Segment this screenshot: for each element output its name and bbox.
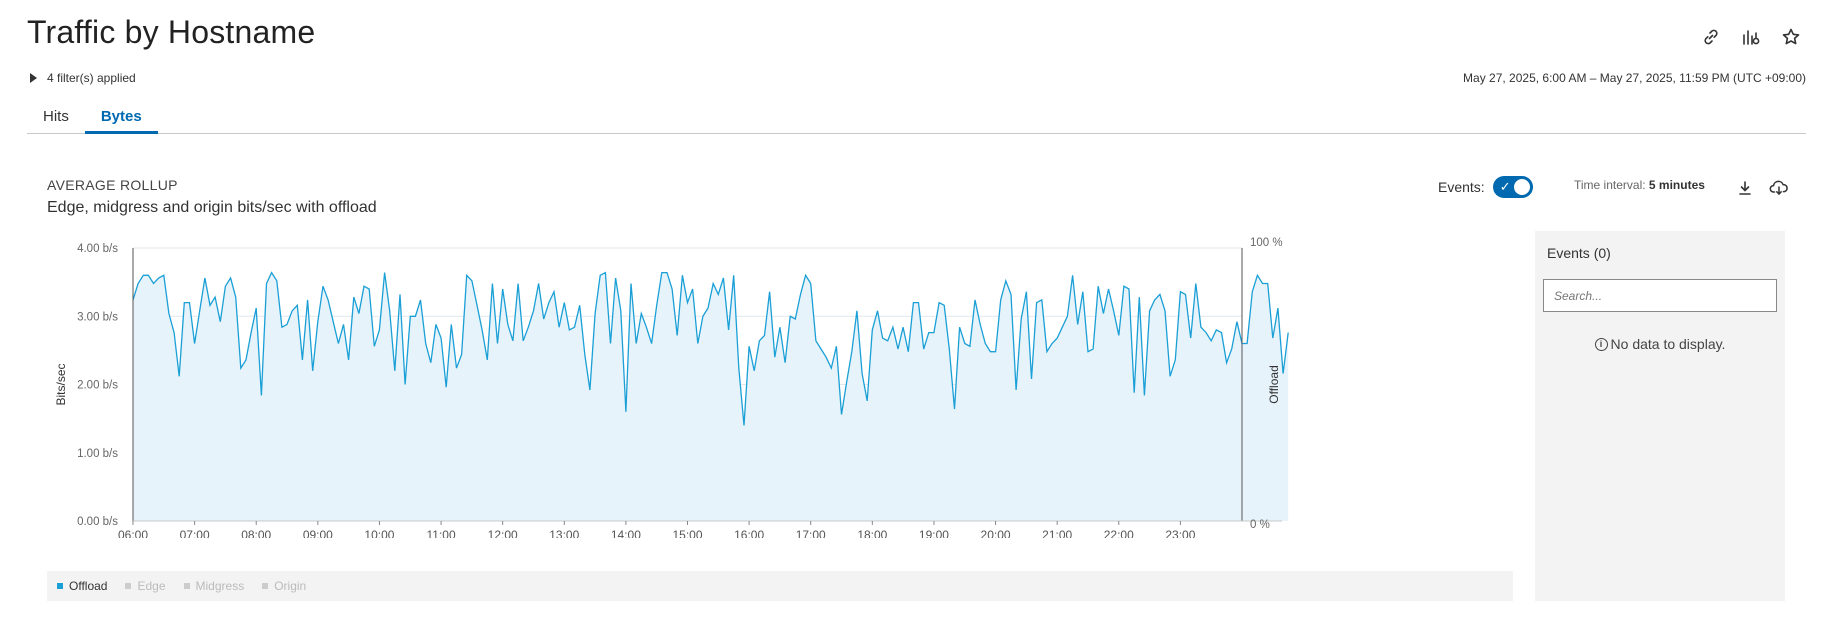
- check-icon: ✓: [1499, 179, 1511, 194]
- x-tick-label: 09:00: [303, 528, 333, 538]
- chart: 0.00 b/s 1.00 b/s 2.00 b/s 3.00 b/s 4.00 b/s…: [40, 228, 1500, 538]
- x-tick-label: 15:00: [672, 528, 702, 538]
- offload-line: [132, 271, 1289, 426]
- y-right-axis-title: Offload: [1267, 365, 1281, 403]
- legend-label: Edge: [137, 579, 166, 593]
- y-tick-label: 0.00 b/s: [77, 516, 118, 528]
- time-interval-label: Time interval:: [1574, 178, 1646, 192]
- legend-swatch: [262, 583, 269, 589]
- page-title: Traffic by Hostname: [27, 14, 316, 50]
- toggle-knob: [1513, 179, 1530, 195]
- time-interval-value: 5 minutes: [1648, 178, 1705, 192]
- events-panel-title: Events (0): [1547, 245, 1611, 261]
- legend-item-midgress[interactable]: Midgress: [183, 579, 245, 593]
- empty-state-text: No data to display.: [1610, 336, 1726, 352]
- x-tick-label: 18:00: [857, 528, 887, 538]
- header-actions: [1700, 26, 1802, 48]
- x-tick-label: 21:00: [1042, 528, 1072, 538]
- y-tick-label: 1.00 b/s: [77, 448, 118, 460]
- y-tick-label: 2.00 b/s: [77, 380, 118, 392]
- y-right-tick-label: 0 %: [1250, 519, 1270, 531]
- x-tick-label: 17:00: [796, 528, 826, 538]
- star-icon[interactable]: [1780, 26, 1802, 48]
- x-tick-label: 20:00: [981, 528, 1011, 538]
- x-tick-label: 19:00: [919, 528, 949, 538]
- legend-label: Offload: [69, 579, 108, 593]
- chart-tools: [1734, 177, 1790, 199]
- filters-toggle[interactable]: 4 filter(s) applied: [30, 71, 136, 85]
- caret-right-icon: [30, 73, 37, 83]
- events-toggle-group: Events: ✓: [1438, 176, 1533, 198]
- legend-swatch: [125, 583, 132, 589]
- y-right-tick-label: 100 %: [1250, 237, 1283, 249]
- tab-bar: Hits Bytes: [27, 106, 1806, 134]
- x-tick-label: 12:00: [488, 528, 518, 538]
- legend-item-origin[interactable]: Origin: [262, 579, 306, 593]
- link-icon[interactable]: [1700, 26, 1722, 48]
- download-icon[interactable]: [1734, 177, 1756, 199]
- x-tick-label: 22:00: [1104, 528, 1134, 538]
- y-axis-title: Bits/sec: [54, 363, 68, 405]
- tab-bytes[interactable]: Bytes: [84, 106, 158, 134]
- cloud-download-icon[interactable]: [1768, 177, 1790, 199]
- x-tick-label: 16:00: [734, 528, 764, 538]
- chart-subtitle: Edge, midgress and origin bits/sec with …: [47, 199, 377, 216]
- events-toggle-label: Events:: [1438, 179, 1485, 195]
- x-tick-label: 10:00: [364, 528, 394, 538]
- offload-area: [133, 272, 1289, 521]
- legend-label: Midgress: [195, 579, 245, 593]
- chart-svg: 0.00 b/s 1.00 b/s 2.00 b/s 3.00 b/s 4.00 b/s…: [54, 237, 1289, 538]
- legend-item-offload[interactable]: Offload: [57, 579, 107, 593]
- chart-settings-icon[interactable]: [1740, 26, 1762, 48]
- tab-hits[interactable]: Hits: [43, 108, 69, 125]
- events-panel: Events (0) i No data to display.: [1535, 231, 1785, 601]
- chart-legend: Offload Edge Midgress Origin: [47, 571, 1513, 601]
- rollup-label: AVERAGE ROLLUP: [47, 177, 178, 193]
- x-tick-label: 08:00: [241, 528, 271, 538]
- x-tick-label: 07:00: [180, 528, 210, 538]
- x-tick-label: 14:00: [611, 528, 641, 538]
- x-tick-label: 13:00: [549, 528, 579, 538]
- date-range: May 27, 2025, 6:00 AM – May 27, 2025, 11…: [1463, 71, 1806, 85]
- events-toggle-switch[interactable]: ✓: [1492, 176, 1533, 198]
- x-tick-label: 23:00: [1165, 528, 1195, 538]
- events-search-input[interactable]: [1543, 279, 1777, 312]
- info-icon: i: [1594, 337, 1608, 351]
- legend-item-edge[interactable]: Edge: [125, 579, 166, 593]
- legend-swatch: [183, 583, 190, 589]
- legend-swatch: [57, 583, 63, 589]
- x-tick-label: 11:00: [426, 528, 455, 538]
- x-tick-label: 06:00: [118, 528, 148, 538]
- empty-state: i No data to display.: [1535, 336, 1785, 352]
- filters-label: 4 filter(s) applied: [47, 71, 136, 85]
- y-tick-label: 3.00 b/s: [77, 311, 118, 323]
- y-tick-label: 4.00 b/s: [77, 243, 118, 255]
- legend-label: Origin: [274, 579, 307, 593]
- time-interval[interactable]: Time interval: 5 minutes: [1574, 178, 1705, 192]
